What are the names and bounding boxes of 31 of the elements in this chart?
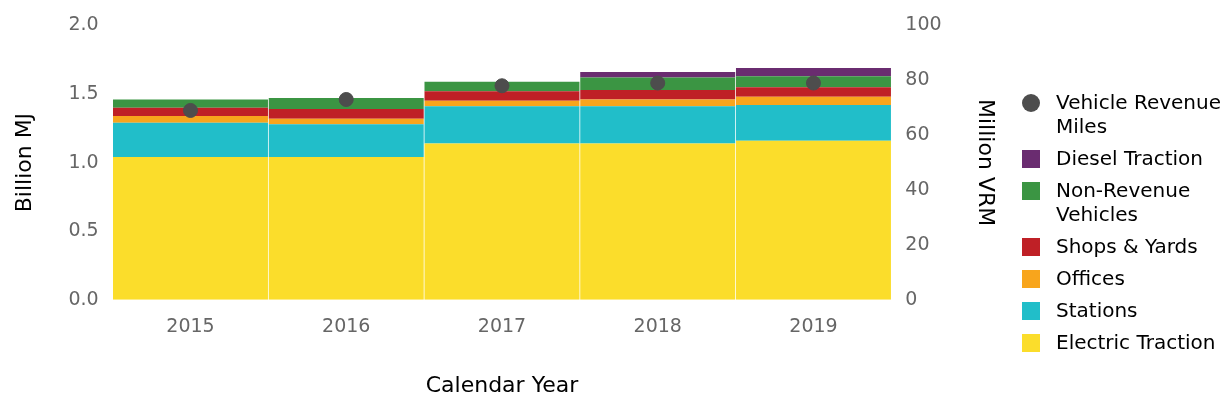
legend-label: Electric Traction: [1056, 330, 1216, 354]
y2-axis-title: Million VRM: [974, 99, 1000, 227]
y2-tick-label: 80: [905, 67, 930, 90]
x-tick-label: 2018: [633, 314, 682, 337]
legend-label: Offices: [1056, 266, 1125, 290]
x-tick-label: 2017: [477, 314, 527, 337]
legend-label: Vehicle Revenue Miles: [1056, 90, 1222, 138]
point: [650, 75, 666, 91]
x-tick-label: 2019: [789, 314, 838, 337]
x-axis-title: Calendar Year: [425, 371, 580, 397]
y-tick-label: 2.0: [68, 12, 99, 35]
x-tick-label: 2016: [322, 314, 371, 337]
y-tick-label: 1.5: [68, 80, 99, 103]
y2-tick-label: 0: [905, 286, 918, 309]
y2-tick-label: 100: [905, 12, 942, 35]
point: [338, 91, 354, 107]
legend-label: Shops & Yards: [1056, 234, 1198, 258]
y2-tick-label: 60: [905, 122, 930, 145]
point: [805, 75, 821, 91]
y2-tick-label: 40: [905, 176, 930, 199]
legend-label: Stations: [1056, 298, 1138, 322]
legend-label: Non-Revenue Vehicles: [1056, 178, 1192, 226]
y-axis-title: Billion MJ: [10, 112, 36, 213]
legend-label: Diesel Traction: [1056, 146, 1203, 170]
y-tick-label: 1.0: [68, 149, 99, 172]
y-tick-label: 0.5: [68, 218, 99, 241]
point: [494, 78, 510, 94]
y-tick-label: 0.0: [68, 286, 99, 309]
x-tick-label: 2015: [166, 314, 215, 337]
y2-tick-label: 20: [905, 231, 930, 254]
point: [182, 102, 198, 118]
